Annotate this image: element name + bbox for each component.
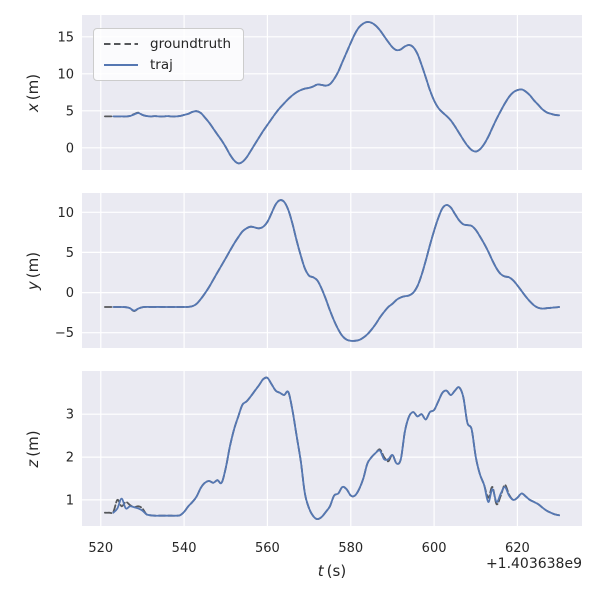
legend-entry-traj: traj [104, 56, 231, 74]
x-tick-label: 520 [88, 541, 113, 556]
legend-label-traj: traj [150, 57, 173, 73]
series-traj-line [112, 199, 560, 342]
x-tick-label: 560 [255, 541, 280, 556]
y-tick-label: 3 [66, 408, 74, 423]
x-axis-offset-text: +1.403638e9 [485, 556, 582, 572]
y-tick-label: 2 [66, 451, 74, 466]
y-tick-label: 1 [66, 493, 74, 508]
ylabel-z: z (m) [24, 430, 42, 467]
legend: groundtruth traj [93, 28, 245, 81]
y-tick-label: 0 [66, 286, 74, 301]
y-tick-label: 10 [57, 206, 74, 221]
y-tick-label: 5 [66, 104, 74, 119]
y-tick-label: −5 [55, 326, 74, 341]
axes-background [82, 193, 582, 348]
xlabel: t (s) [82, 562, 582, 580]
legend-label-groundtruth: groundtruth [150, 36, 232, 52]
y-tick-label: 0 [66, 141, 74, 156]
series-traj-line [112, 21, 560, 165]
xlabel-unit: (s) [326, 562, 347, 580]
ylabel-x-var: x [24, 102, 42, 112]
groundtruth-dashed-line-sample [104, 43, 138, 45]
ylabel-y: y (m) [24, 251, 42, 289]
y-tick-label: 10 [57, 67, 74, 82]
x-tick-label: 540 [172, 541, 197, 556]
x-tick-label: 620 [505, 541, 530, 556]
y-tick-label: 15 [57, 30, 74, 45]
series-traj-line [112, 376, 560, 521]
ylabel-x-unit: (m) [24, 73, 42, 100]
ylabel-z-unit: (m) [24, 429, 42, 457]
ylabel-y-var: y [24, 280, 42, 290]
legend-entry-groundtruth: groundtruth [104, 35, 231, 53]
traj-solid-line-sample [104, 64, 138, 66]
ylabel-y-unit: (m) [24, 251, 42, 278]
y-tick-label: 5 [66, 246, 74, 261]
x-tick-label: 600 [422, 541, 447, 556]
xlabel-var: t [317, 562, 324, 580]
x-tick-label: 580 [338, 541, 363, 556]
ylabel-x: x (m) [24, 73, 42, 111]
ylabel-z-var: z [24, 459, 42, 468]
